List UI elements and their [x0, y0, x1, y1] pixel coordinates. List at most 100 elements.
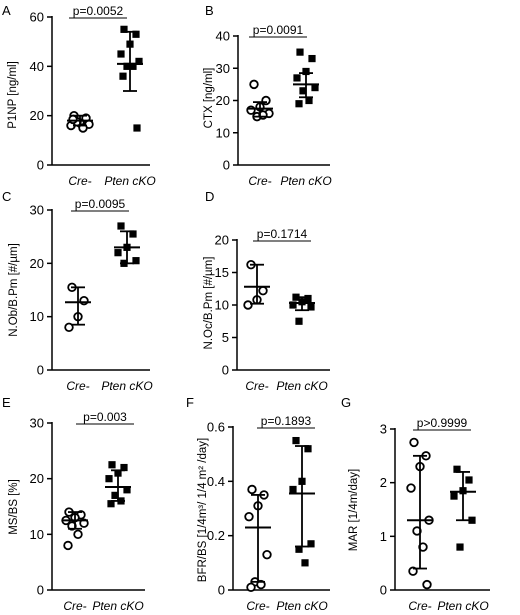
data-point-filled-square — [465, 476, 473, 484]
data-point-filled-square — [107, 500, 115, 508]
y-tick-label: 10 — [30, 527, 44, 542]
p-value-label: p=0.003 — [83, 410, 127, 424]
panel-e: E 0 10 20 30 MS/BS [%] Cre- Pten cKO p=0.003 — [2, 395, 145, 613]
y-tick-label: 0.6 — [207, 420, 225, 435]
y-tick-label: 10 — [215, 298, 229, 313]
y-tick-label: 0 — [380, 583, 387, 598]
panel-f: F 0 0.2 0.4 0.6 BFR/BS [1/4m³/ 1/4 m² /day] Cr… — [186, 395, 330, 613]
data-point-filled-square — [114, 249, 122, 257]
data-point-filled-square — [119, 72, 127, 80]
data-point-filled-square — [129, 62, 137, 70]
y-tick-label: 0 — [218, 583, 225, 598]
p-value-label: p=0.0052 — [73, 4, 124, 18]
x-category-label: Cre- — [248, 174, 271, 188]
data-point-filled-square — [299, 87, 307, 95]
data-point-filled-square — [295, 545, 303, 553]
data-point-open-circle — [258, 286, 268, 296]
y-tick-label: 20 — [30, 108, 44, 123]
panel-letter: D — [205, 189, 214, 204]
panel-c: C 0 10 20 30 N.Ob/B.Pm [#/µm] Cre- Pten cKO p=0.… — [2, 189, 153, 393]
data-point-filled-square — [295, 317, 303, 325]
data-point-filled-square — [123, 62, 131, 70]
y-tick-label: 3 — [380, 422, 387, 437]
data-point-open-circle — [246, 105, 256, 115]
y-tick-label: 30 — [30, 203, 44, 218]
data-point-filled-square — [120, 463, 128, 472]
data-point-filled-square — [304, 445, 312, 453]
data-point-open-circle — [68, 114, 78, 125]
data-point-open-circle — [243, 300, 253, 310]
panel-letter: E — [2, 395, 11, 410]
y-tick-label: 20 — [30, 256, 44, 271]
y-tick-label: 10 — [30, 309, 44, 324]
data-point-open-circle — [244, 511, 254, 522]
data-point-open-circle — [63, 540, 73, 551]
data-point-open-circle — [64, 322, 74, 333]
data-point-filled-square — [133, 124, 141, 132]
data-point-filled-square — [450, 492, 458, 500]
panel-letter: G — [341, 395, 351, 410]
y-tick-label: 40 — [30, 59, 44, 74]
y-tick-label: 20 — [216, 93, 230, 108]
y-tick-label: 0.4 — [207, 474, 225, 489]
data-point-filled-square — [132, 30, 140, 38]
data-point-filled-square — [311, 84, 319, 92]
data-point-filled-square — [293, 74, 301, 82]
y-tick-label: 0.2 — [207, 528, 225, 543]
data-point-filled-square — [468, 516, 476, 524]
data-point-filled-square — [289, 485, 297, 494]
x-category-label: Pten cKO — [276, 379, 327, 393]
data-point-open-circle — [262, 549, 272, 560]
y-tick-label: 0 — [222, 363, 229, 378]
data-point-filled-square — [301, 559, 309, 567]
data-point-open-circle — [246, 582, 256, 592]
panel-d: D 0 5 10 15 20N.Oc/B.Pm [#/µm] Cre- Pten cKO p=0… — [203, 189, 330, 393]
y-tick-label: 5 — [222, 330, 229, 345]
x-category-label: Pten cKO — [104, 174, 155, 188]
x-category-label: Cre- — [68, 174, 91, 188]
x-category-label: Pten cKO — [92, 599, 143, 613]
y-tick-label: 1 — [380, 529, 387, 544]
data-point-filled-square — [304, 294, 312, 303]
y-tick-label: 40 — [216, 29, 230, 44]
data-point-filled-square — [135, 57, 143, 65]
data-point-filled-square — [307, 540, 315, 548]
x-category-label: Cre- — [246, 599, 269, 613]
y-tick-label: 2 — [380, 475, 387, 490]
y-axis-label: BFR/BS [1/4m³/ 1/4 m² /day] — [197, 438, 209, 582]
data-point-open-circle — [249, 79, 259, 90]
y-tick-label: 30 — [216, 61, 230, 76]
data-point-filled-square — [117, 50, 125, 58]
data-point-filled-square — [105, 475, 113, 483]
data-point-open-circle — [409, 437, 419, 448]
data-point-open-circle — [261, 95, 271, 106]
p-value-label: p=0.0091 — [253, 23, 304, 37]
x-category-label: Cre- — [63, 599, 86, 613]
data-point-filled-square — [129, 230, 137, 238]
data-point-open-circle — [406, 483, 416, 493]
data-point-open-circle — [79, 295, 89, 306]
data-point-filled-square — [289, 301, 297, 309]
y-tick-label: 60 — [30, 10, 44, 25]
y-axis-label: MS/BS [%] — [8, 479, 20, 535]
panel-letter: A — [2, 3, 11, 18]
y-tick-label: 0 — [37, 583, 44, 598]
data-point-filled-square — [296, 48, 304, 56]
data-point-filled-square — [305, 96, 313, 105]
x-category-label: Pten cKO — [280, 174, 331, 188]
y-axis-label: P1NP [ng/ml] — [7, 61, 19, 129]
y-tick-label: 20 — [215, 233, 229, 248]
x-category-label: Pten cKO — [276, 599, 327, 613]
x-category-label: Cre- — [245, 379, 268, 393]
data-point-open-circle — [73, 529, 83, 540]
y-tick-label: 10 — [216, 125, 230, 140]
data-point-filled-square — [111, 491, 119, 499]
data-point-filled-square — [123, 486, 131, 494]
panel-letter: C — [2, 189, 11, 204]
data-point-filled-square — [292, 436, 300, 445]
p-value-label: p=0.1893 — [261, 414, 312, 428]
y-tick-label: 20 — [30, 471, 44, 486]
y-tick-label: 0 — [223, 158, 230, 173]
data-point-filled-square — [132, 257, 140, 265]
data-point-open-circle — [247, 484, 257, 495]
